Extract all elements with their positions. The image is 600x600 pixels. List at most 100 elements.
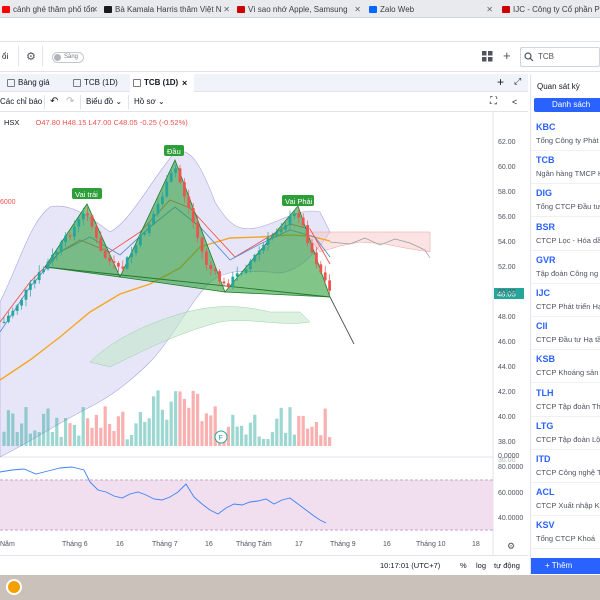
toggle-label: Sáng xyxy=(64,54,79,60)
watchlist-item[interactable]: ITD CTCP Công nghệ T xyxy=(531,450,600,483)
watchlist-item[interactable]: TLH CTCP Tập đoàn Th xyxy=(531,384,600,417)
exchange-label: HSX xyxy=(4,118,20,127)
volume-bar xyxy=(55,417,59,446)
price-tick: 50.00 xyxy=(498,289,516,296)
left-shoulder-label: Vai trái xyxy=(75,190,98,199)
watchlist-item[interactable]: ACL CTCP Xuất nhập K xyxy=(531,483,600,517)
volume-bar xyxy=(191,390,195,446)
browser-tab[interactable]: Bà Kamala Harris thăm Việt N ✕ xyxy=(102,2,232,17)
chart-type-button[interactable]: Biểu đồ ⌄ xyxy=(86,95,122,109)
add-tab-icon[interactable]: + xyxy=(497,75,505,89)
redo-icon[interactable]: ↷ xyxy=(66,96,75,107)
tab-tcb-1[interactable]: TCB (1D) xyxy=(70,74,130,92)
rsi-line xyxy=(0,466,327,524)
candle-body xyxy=(11,310,15,316)
volume-bar xyxy=(116,416,120,446)
browser-tab[interactable]: cảnh ghé thăm phố tổn ✕ xyxy=(0,2,100,17)
candle-body xyxy=(249,261,252,270)
expand-icon[interactable]: ⤢ xyxy=(514,76,522,86)
volume-bar xyxy=(50,431,54,446)
lagging-line xyxy=(329,237,431,259)
price-chart[interactable]: F Vai trái Đầu Vai Phải 6000 48.05 xyxy=(0,112,528,555)
volume-bar xyxy=(15,432,19,446)
neckline xyxy=(44,266,331,298)
auto-toggle[interactable]: tự động xyxy=(494,561,520,570)
volume-bar xyxy=(182,398,186,446)
event-marker[interactable] xyxy=(214,430,228,444)
taskbar-app-icon[interactable] xyxy=(6,579,22,595)
candle-body xyxy=(284,225,287,230)
watchlist-item[interactable]: CII CTCP Đầu tư Hạ tầ xyxy=(531,317,600,351)
settings-icon[interactable]: ⚙ xyxy=(507,541,516,551)
undo-icon[interactable]: ↶ xyxy=(50,96,59,107)
candle-body xyxy=(117,263,120,267)
close-value: C48.05 xyxy=(113,118,138,127)
tab-price-board[interactable]: Bảng giá xyxy=(4,74,70,92)
candle-body xyxy=(121,266,125,269)
candle-body xyxy=(191,208,195,223)
candle-body xyxy=(147,224,151,233)
watchlist-item[interactable]: GVR Tập đoàn Công ng xyxy=(531,251,600,284)
indicators-button[interactable]: Các chỉ báo xyxy=(0,97,43,106)
watchlist-item[interactable]: LTG CTCP Tập đoàn Lộ xyxy=(531,417,600,450)
volume-bar xyxy=(2,431,6,446)
layout-grid-icon[interactable] xyxy=(482,51,493,62)
candle-body xyxy=(86,213,89,216)
price-tick: 62.00 xyxy=(498,139,516,146)
browser-tab[interactable]: Zalo Web ✕ xyxy=(367,2,495,17)
theme-toggle[interactable]: Sáng xyxy=(52,52,84,63)
log-toggle[interactable]: log xyxy=(476,561,487,570)
close-icon[interactable]: × xyxy=(182,78,188,88)
list-button[interactable]: Danh sách xyxy=(534,98,600,112)
candle-body xyxy=(293,213,296,217)
left-value-label: 6000 xyxy=(0,199,16,206)
watchlist-company-name: CTCP Tập đoàn Lộ xyxy=(536,434,600,444)
watchlist-item[interactable]: KSB CTCP Khoáng sản xyxy=(531,350,600,384)
volume-bar xyxy=(99,427,103,446)
candle-body xyxy=(183,182,186,197)
watchlist-item[interactable]: IJC CTCP Phát triển Hạ xyxy=(531,284,600,317)
candle-body xyxy=(125,257,129,269)
add-icon[interactable]: + xyxy=(503,48,511,63)
watchlist-item[interactable]: DIG Tổng CTCP Đầu tư xyxy=(531,184,600,218)
head-label: Đầu xyxy=(167,147,181,156)
share-icon[interactable]: < xyxy=(512,97,518,107)
watchlist-symbol: KSB xyxy=(536,354,556,365)
candle-body xyxy=(15,305,19,311)
last-price-label: 48.05 xyxy=(497,290,516,299)
browser-tab[interactable]: Vì sao nhớ Apple, Samsung ✕ xyxy=(235,2,363,17)
open-value: O47.80 xyxy=(35,118,61,127)
add-symbol-button[interactable]: + Thêm xyxy=(531,558,600,574)
percent-toggle[interactable]: % xyxy=(460,561,467,570)
ohlc-legend: HSX O47.80 H48.15 L47.00 C48.05 -0.25 (-… xyxy=(4,118,188,127)
volume-bar xyxy=(165,419,169,446)
watchlist-company-name: CTCP Đầu tư Hạ tầ xyxy=(536,335,600,345)
tab-tcb-2[interactable]: TCB (1D) × xyxy=(130,74,194,92)
close-icon[interactable]: ✕ xyxy=(486,5,493,14)
symbol-search-input[interactable]: TCB xyxy=(520,47,600,67)
candle-body xyxy=(178,168,182,183)
volume-bar xyxy=(20,423,24,446)
last-price-badge xyxy=(494,288,524,299)
volume-bar xyxy=(275,418,279,446)
profile-button[interactable]: Hồ sơ ⌄ xyxy=(134,95,165,109)
price-tick: 60.00 xyxy=(498,164,516,171)
close-icon[interactable]: ✕ xyxy=(354,5,361,14)
close-icon[interactable]: ✕ xyxy=(223,5,230,14)
volume-bar xyxy=(262,438,266,446)
fullscreen-icon[interactable]: ⛶ xyxy=(490,96,497,107)
rsi-tick: 60.0000 xyxy=(498,490,524,497)
volume-bar xyxy=(284,432,288,446)
divider xyxy=(18,46,19,66)
gear-icon[interactable]: ⚙ xyxy=(26,51,36,63)
watchlist-item[interactable]: KSV Tổng CTCP Khoá xyxy=(531,516,600,550)
candle-body xyxy=(240,273,243,275)
watchlist-item[interactable]: TCB Ngân hàng TMCP K xyxy=(531,151,600,185)
watchlist-item[interactable]: BSR CTCP Lọc - Hóa dầ xyxy=(531,218,600,251)
close-icon[interactable]: ✕ xyxy=(91,5,98,14)
watchlist-symbol: TCB xyxy=(536,155,555,166)
watchlist-symbol: GVR xyxy=(536,254,556,265)
watchlist-item[interactable]: KBC Tổng Công ty Phát xyxy=(531,118,600,151)
browser-tab[interactable]: IJC - Công ty Cổ phần Ph xyxy=(500,2,600,17)
profile-label: Hồ sơ xyxy=(134,97,156,106)
